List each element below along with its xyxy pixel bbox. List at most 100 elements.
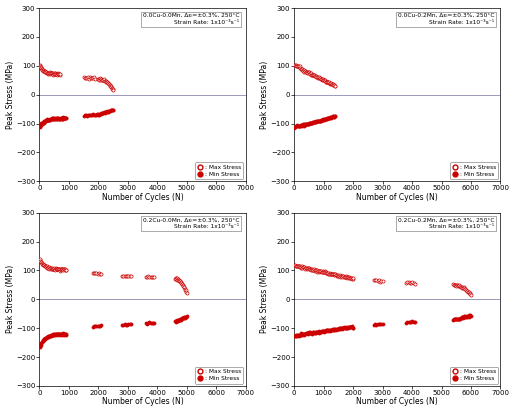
Point [293, 332, 301, 339]
Point [54, 265, 62, 272]
Point [310, 267, 318, 274]
Point [297, 122, 305, 129]
Point [51, 331, 59, 337]
Point [309, 72, 317, 78]
Point [180, 313, 188, 320]
Point [89, 324, 97, 330]
Point [325, 79, 333, 85]
Point [58, 265, 66, 272]
Point [310, 72, 318, 79]
Point [176, 278, 184, 284]
Point [92, 270, 100, 276]
Point [108, 85, 116, 92]
Point [91, 269, 99, 276]
Point [107, 84, 115, 90]
Point [39, 67, 47, 74]
Point [171, 275, 180, 281]
Point [47, 265, 56, 271]
Point [56, 71, 64, 77]
Point [293, 123, 301, 129]
Point [176, 316, 184, 322]
Point [36, 122, 44, 129]
Point [322, 116, 330, 122]
Point [52, 115, 60, 122]
Point [53, 116, 61, 122]
Point [42, 117, 50, 123]
Point [316, 117, 324, 124]
Point [61, 267, 70, 273]
Point [331, 326, 339, 332]
Point [315, 118, 323, 124]
Point [52, 265, 60, 272]
Point [313, 118, 321, 125]
Point [50, 70, 59, 77]
Point [305, 120, 313, 127]
Point [307, 70, 315, 77]
Point [182, 314, 191, 320]
Point [303, 69, 312, 76]
Point [455, 282, 463, 289]
Point [174, 276, 182, 283]
Point [463, 314, 471, 320]
Point [458, 314, 467, 320]
Point [299, 67, 307, 73]
Point [343, 274, 351, 280]
Point [54, 331, 62, 337]
Point [342, 325, 351, 331]
Point [118, 321, 126, 328]
Point [39, 119, 47, 126]
Point [57, 116, 65, 122]
Point [173, 318, 181, 325]
Point [290, 262, 298, 269]
Point [46, 70, 55, 77]
Point [51, 266, 59, 273]
Point [301, 330, 310, 337]
Point [56, 266, 64, 273]
Point [313, 267, 321, 273]
Point [36, 256, 44, 263]
Point [318, 117, 326, 123]
Point [183, 290, 191, 296]
Point [295, 123, 303, 129]
Point [109, 86, 117, 93]
Point [55, 116, 63, 122]
Point [322, 116, 331, 123]
Point [87, 75, 95, 82]
Point [370, 321, 378, 328]
Point [294, 122, 302, 129]
Point [62, 332, 70, 338]
Point [36, 341, 44, 348]
Point [172, 275, 180, 282]
Point [332, 272, 340, 279]
Point [411, 318, 419, 325]
Point [315, 268, 323, 274]
Point [467, 313, 475, 319]
Point [180, 284, 188, 290]
Point [118, 272, 126, 279]
Point [329, 326, 337, 332]
Point [303, 330, 312, 336]
Point [319, 77, 327, 83]
Point [304, 69, 312, 75]
Point [46, 265, 54, 271]
Point [174, 318, 182, 324]
Point [323, 79, 331, 86]
Point [405, 318, 413, 325]
Point [319, 269, 327, 275]
Point [294, 122, 302, 129]
Point [148, 320, 156, 327]
Point [296, 332, 304, 338]
Point [61, 115, 69, 121]
Point [44, 264, 52, 271]
Point [300, 123, 308, 129]
Point [36, 124, 44, 130]
Point [57, 266, 65, 272]
Point [321, 268, 329, 274]
Point [312, 119, 320, 125]
Point [325, 114, 334, 121]
Point [53, 266, 61, 272]
Point [405, 279, 413, 286]
Point [294, 331, 302, 338]
Point [290, 62, 298, 68]
Point [295, 123, 303, 129]
